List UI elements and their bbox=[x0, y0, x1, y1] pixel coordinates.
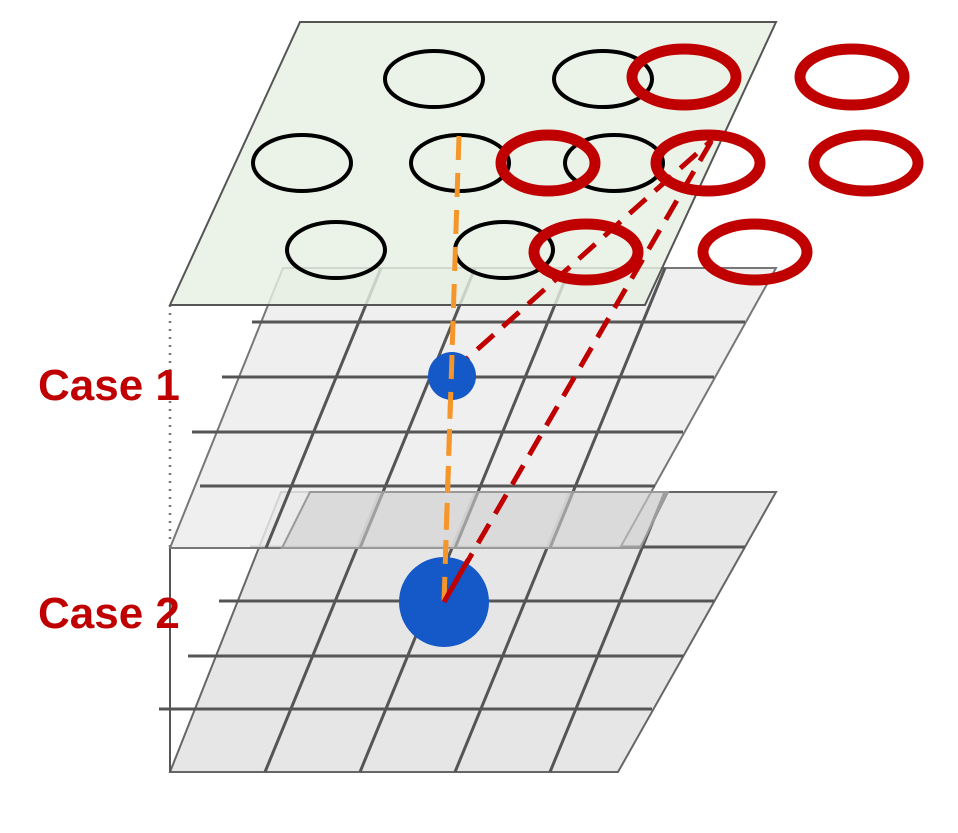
orange-dashed-line-overlay bbox=[441, 354, 455, 603]
black-ring bbox=[552, 49, 654, 109]
case-2-label: Case 2 bbox=[38, 589, 180, 638]
input-feature-plane bbox=[168, 21, 924, 306]
case-1-overlap-region bbox=[280, 491, 670, 549]
red-ring bbox=[697, 218, 813, 286]
red-ring bbox=[650, 129, 766, 197]
black-ring bbox=[251, 133, 353, 193]
black-ring bbox=[285, 220, 387, 280]
red-rings bbox=[495, 43, 924, 286]
red-ring bbox=[626, 43, 742, 111]
connection-lines-overlay bbox=[441, 354, 471, 604]
black-ring bbox=[383, 49, 485, 109]
black-ring bbox=[563, 133, 665, 193]
red-ring bbox=[495, 129, 601, 197]
red-dashed-line-case-2 bbox=[441, 138, 715, 604]
red-ring bbox=[528, 218, 644, 286]
red-ring bbox=[808, 129, 924, 197]
case-1-label: Case 1 bbox=[38, 361, 180, 410]
red-dashed-line-case-1 bbox=[450, 138, 714, 374]
red-dashed-line-overlay bbox=[441, 558, 471, 604]
red-ring bbox=[794, 43, 910, 111]
black-ring bbox=[409, 133, 511, 193]
